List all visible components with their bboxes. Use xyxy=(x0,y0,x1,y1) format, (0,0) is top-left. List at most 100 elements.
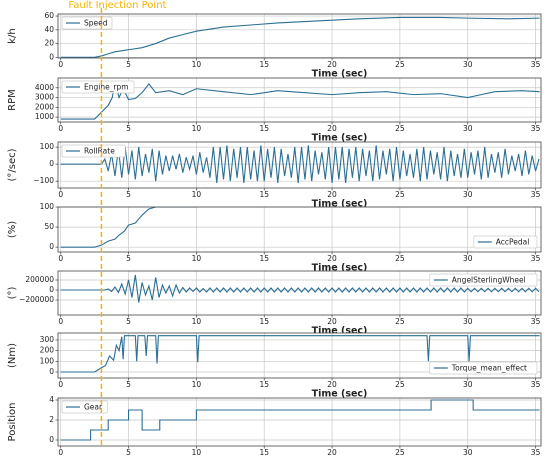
y-tick-label: 2000 xyxy=(35,102,54,111)
x-tick-label: 20 xyxy=(327,448,337,457)
x-tick-label: 0 xyxy=(58,448,63,457)
x-tick-label: 10 xyxy=(192,190,202,199)
legend-label: RollRate xyxy=(84,147,115,156)
x-tick-label: 30 xyxy=(463,124,473,133)
x-tick-label: 5 xyxy=(126,60,131,69)
x-tick-label: 30 xyxy=(463,317,473,326)
y-tick-label: 50 xyxy=(44,222,54,231)
y-axis-label: (Nm) xyxy=(7,343,18,368)
x-tick-label: 25 xyxy=(395,254,405,263)
y-tick-label: 60 xyxy=(44,11,54,20)
x-tick-label: 0 xyxy=(58,254,63,263)
y-tick-label: 100 xyxy=(40,202,55,211)
plot-area xyxy=(58,398,541,446)
x-tick-label: 30 xyxy=(463,380,473,389)
x-tick-label: 20 xyxy=(327,190,337,199)
y-tick-label: 0 xyxy=(49,285,54,294)
plot-frame xyxy=(57,332,542,379)
x-tick-label: 30 xyxy=(463,190,473,199)
y-axis-label: (°) xyxy=(7,287,18,300)
legend-label: Gear xyxy=(84,403,103,412)
x-tick-label: 20 xyxy=(327,254,337,263)
x-tick-label: 15 xyxy=(259,60,269,69)
x-tick-label: 15 xyxy=(259,448,269,457)
y-axis-label: Position xyxy=(7,403,18,442)
plot-area xyxy=(58,14,541,58)
x-tick-label: 20 xyxy=(327,124,337,133)
x-tick-label: 10 xyxy=(192,254,202,263)
legend-box xyxy=(429,361,538,375)
x-tick-label: 35 xyxy=(531,124,541,133)
x-tick-label: 10 xyxy=(192,124,202,133)
plot-frame xyxy=(57,141,542,189)
x-tick-label: 25 xyxy=(395,60,405,69)
x-tick-label: 35 xyxy=(531,60,541,69)
series-line xyxy=(60,207,197,248)
legend-box xyxy=(429,273,538,287)
x-tick-label: 35 xyxy=(531,380,541,389)
x-tick-label: 15 xyxy=(259,317,269,326)
legend-label: AccPedal xyxy=(496,238,530,247)
series-line xyxy=(60,274,540,303)
x-tick-label: 20 xyxy=(327,60,337,69)
y-tick-label: 4000 xyxy=(35,83,54,92)
y-tick-label: 20 xyxy=(44,39,54,48)
x-tick-label: 35 xyxy=(531,448,541,457)
x-tick-label: 5 xyxy=(126,317,131,326)
legend-box xyxy=(61,144,126,158)
x-tick-label: 20 xyxy=(327,380,337,389)
x-tick-label: 20 xyxy=(327,317,337,326)
y-tick-label: 100 xyxy=(40,356,55,365)
plot-frame xyxy=(57,13,542,59)
y-tick-label: 3000 xyxy=(35,93,54,102)
plot-frame xyxy=(57,206,542,253)
x-tick-label: 15 xyxy=(259,254,269,263)
x-tick-label: 35 xyxy=(531,190,541,199)
x-tick-label: 10 xyxy=(192,60,202,69)
legend-label: AngelSterlingWheel xyxy=(452,276,526,285)
y-tick-label: 200 xyxy=(40,346,55,355)
y-tick-label: 300 xyxy=(40,335,55,344)
legend-label: Speed xyxy=(84,19,108,28)
series-line xyxy=(60,145,540,183)
series-line xyxy=(60,399,540,441)
y-tick-label: 200000 xyxy=(25,275,54,284)
x-tick-label: 5 xyxy=(126,124,131,133)
y-tick-label: 0 xyxy=(49,367,54,376)
y-tick-label: 0 xyxy=(49,52,54,61)
y-tick-label: −100 xyxy=(33,176,54,185)
y-tick-label: 4 xyxy=(49,395,54,404)
x-tick-label: 30 xyxy=(463,60,473,69)
plot-frame xyxy=(57,270,542,316)
x-axis-label: Time (sec) xyxy=(312,133,368,144)
y-tick-label: 1000 xyxy=(35,112,54,121)
x-tick-label: 15 xyxy=(259,380,269,389)
x-tick-label: 0 xyxy=(58,60,63,69)
plot-area xyxy=(58,78,541,122)
y-tick-label: 2 xyxy=(49,415,54,424)
x-tick-label: 15 xyxy=(259,190,269,199)
x-axis-label: Time (sec) xyxy=(312,199,368,210)
legend-box xyxy=(61,16,113,30)
plot-area xyxy=(58,207,541,252)
y-tick-label: 0 xyxy=(49,435,54,444)
x-tick-label: 35 xyxy=(531,317,541,326)
x-tick-label: 0 xyxy=(58,190,63,199)
x-tick-label: 5 xyxy=(126,448,131,457)
x-tick-label: 0 xyxy=(58,380,63,389)
x-tick-label: 25 xyxy=(395,317,405,326)
y-tick-label: 40 xyxy=(44,25,54,34)
x-tick-label: 30 xyxy=(463,254,473,263)
x-axis-label: Time (sec) xyxy=(312,69,368,80)
y-axis-label: RPM xyxy=(7,89,18,111)
annotation-label: Fault Injection Point xyxy=(68,0,166,11)
x-tick-label: 25 xyxy=(395,190,405,199)
y-axis-label: k/h xyxy=(7,28,18,44)
x-tick-label: 5 xyxy=(126,254,131,263)
plot-frame xyxy=(57,397,542,447)
y-tick-label: −200000 xyxy=(19,295,54,304)
legend-box xyxy=(61,400,108,414)
x-axis-label: Time (sec) xyxy=(312,263,368,274)
y-axis-label: (°/sec) xyxy=(7,148,18,181)
x-tick-label: 0 xyxy=(58,317,63,326)
